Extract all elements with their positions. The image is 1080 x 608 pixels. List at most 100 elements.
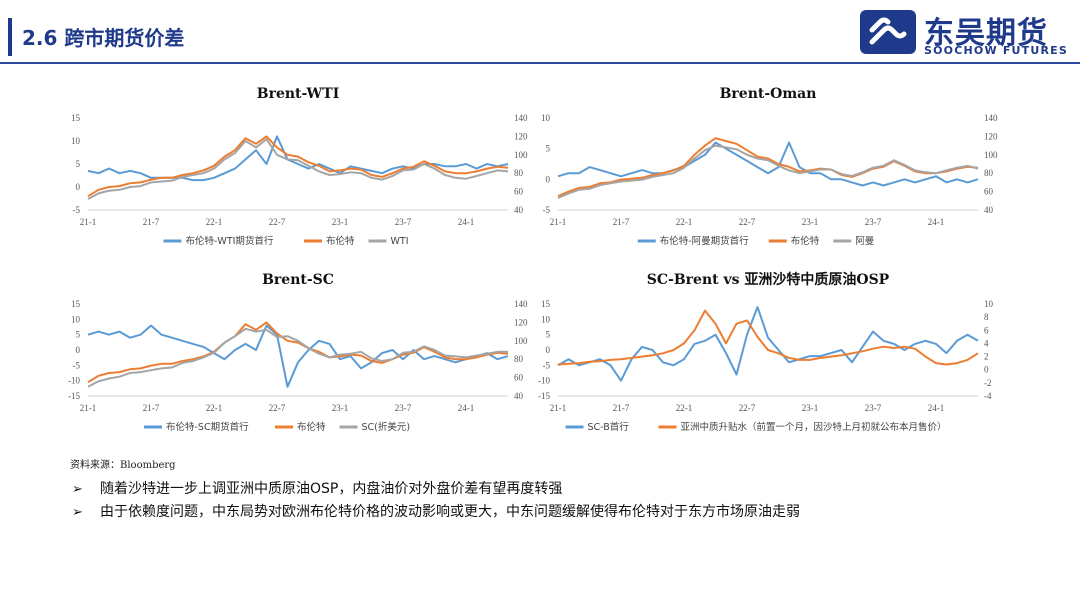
series-line [557,137,979,198]
page-title: 2.6 跨市期货价差 [22,26,185,50]
y-left-tick-label: -15 [538,391,550,401]
chart-brent-sc: Brent-SC -15 -10 -5 0 5 10 15 40 60 80 100 120 140 21-… [58,264,528,444]
chart-svg: Brent-SC -15 -10 -5 0 5 10 15 40 60 80 100 120 140 21-… [68,272,528,433]
y-left-tick-label: -5 [543,205,551,215]
y-right-tick-label: 6 [984,325,989,335]
chart-title: SC-Brent vs 亚洲沙特中质原油OSP [647,271,890,288]
y-left-tick-label: 10 [541,113,551,123]
series-line [87,138,509,200]
legend-label: 布伦特-SC期货首行 [166,421,249,433]
y-right-tick-label: 120 [984,131,998,141]
series-line [87,324,509,388]
y-right-tick-label: 120 [514,317,528,327]
bullet-item-1: ➢ 随着沙特进一步上调亚洲中质原油OSP，内盘油价对外盘价差有望再度转强 [72,478,562,498]
y-right-tick-label: 10 [984,299,994,309]
y-right-tick-label: 140 [514,299,528,309]
x-tick-label: 21-1 [80,217,97,227]
series-line [557,309,979,366]
series-line [87,321,509,384]
legend-label: WTI [391,236,409,247]
legend-label: 布伦特 [326,235,355,247]
y-right-tick-label: 2 [984,352,989,362]
y-right-tick-label: 4 [984,338,989,348]
y-left-tick-label: 5 [76,159,81,169]
x-tick-label: 21-7 [143,403,160,413]
y-left-tick-label: 15 [541,299,551,309]
x-tick-label: 22-7 [739,403,756,413]
y-left-tick-label: -5 [543,360,551,370]
y-right-tick-label: 60 [514,373,524,383]
y-left-tick-label: 5 [76,330,81,340]
chart-title: Brent-SC [262,272,334,288]
y-left-tick-label: 5 [546,144,551,154]
header-accent-bar [8,18,12,56]
x-tick-label: 24-1 [928,403,945,413]
y-right-tick-label: -2 [984,378,992,388]
y-right-tick-label: 60 [514,187,524,197]
legend-label: 布伦特 [297,421,326,433]
y-right-tick-label: 140 [984,113,998,123]
y-right-tick-label: 8 [984,312,989,322]
y-right-tick-label: 100 [514,336,528,346]
bullet-arrow-icon: ➢ [72,482,83,497]
x-tick-label: 21-1 [550,217,567,227]
y-right-tick-label: 80 [514,168,524,178]
legend-label: SC-B首行 [588,421,630,433]
x-tick-label: 23-1 [332,403,349,413]
x-tick-label: 23-1 [802,217,819,227]
y-left-tick-label: -5 [73,205,81,215]
x-tick-label: 21-7 [613,217,630,227]
y-left-tick-label: 15 [71,113,81,123]
x-tick-label: 22-7 [269,217,286,227]
x-tick-label: 21-7 [613,403,630,413]
source-note: 资料来源：Bloomberg [70,460,176,471]
y-right-tick-label: 120 [514,131,528,141]
legend-label: 布伦特-阿曼期货首行 [660,235,749,247]
x-tick-label: 24-1 [458,403,475,413]
legend-label: 阿曼 [855,236,875,247]
x-tick-label: 22-1 [206,403,223,413]
bullet-text-1: 随着沙特进一步上调亚洲中质原油OSP，内盘油价对外盘价差有望再度转强 [100,481,563,497]
logo-english-name: SOOCHOW FUTURES [924,44,1069,57]
y-right-tick-label: 140 [514,113,528,123]
series-line [87,135,509,198]
y-right-tick-label: 100 [514,150,528,160]
legend-label: 布伦特-WTI期货首行 [186,235,274,247]
legend-label: SC(折美元) [362,421,411,433]
series-line [557,141,979,187]
chart-brent-oman: Brent-Oman -5 0 5 10 40 60 80 100 120 140 21-1 21-7 2… [528,78,998,258]
x-tick-label: 23-1 [332,217,349,227]
y-left-tick-label: 0 [546,174,551,184]
x-tick-label: 21-1 [80,403,97,413]
x-tick-label: 24-1 [928,217,945,227]
y-left-tick-label: -10 [68,376,80,386]
bullet-item-2: ➢ 由于依赖度问题，中东局势对欧洲布伦特价格的波动影响或更大，中东问题缓解使得布伦… [72,501,800,521]
y-left-tick-label: 0 [76,182,81,192]
x-tick-label: 21-7 [143,217,160,227]
y-left-tick-label: 10 [71,136,81,146]
chart-brent-wti: Brent-WTI -5 0 5 10 15 40 60 80 100 120 140 21-1 21-7… [58,78,528,258]
chart-svg: Brent-WTI -5 0 5 10 15 40 60 80 100 120 140 21-1 21-7… [71,86,528,247]
x-tick-label: 23-1 [802,403,819,413]
x-tick-label: 23-7 [865,403,882,413]
y-right-tick-label: 80 [984,168,994,178]
y-left-tick-label: -5 [73,360,81,370]
legend-label: 布伦特 [791,235,820,247]
y-right-tick-label: 0 [984,365,989,375]
chart-svg: Brent-Oman -5 0 5 10 40 60 80 100 120 140 21-1 21-7 2… [541,86,998,247]
y-left-tick-label: 0 [76,345,81,355]
y-right-tick-label: -4 [984,391,992,401]
chart-sc-brent-osp: SC-Brent vs 亚洲沙特中质原油OSP -15 -10 -5 0 5 10 15 -4 -… [528,264,998,444]
x-tick-label: 24-1 [458,217,475,227]
y-left-tick-label: -10 [538,376,550,386]
x-tick-label: 22-1 [206,217,223,227]
logo-chinese-name: 东吴期货 [924,16,1048,51]
soochow-logo-icon [860,10,916,54]
x-tick-label: 22-1 [676,217,693,227]
series-line [557,144,979,199]
bullet-text-2: 由于依赖度问题，中东局势对欧洲布伦特价格的波动影响或更大，中东问题缓解使得布伦特… [100,504,800,520]
y-right-tick-label: 40 [514,205,524,215]
y-left-tick-label: -15 [68,391,80,401]
y-right-tick-label: 60 [984,187,994,197]
series-line [87,327,508,388]
